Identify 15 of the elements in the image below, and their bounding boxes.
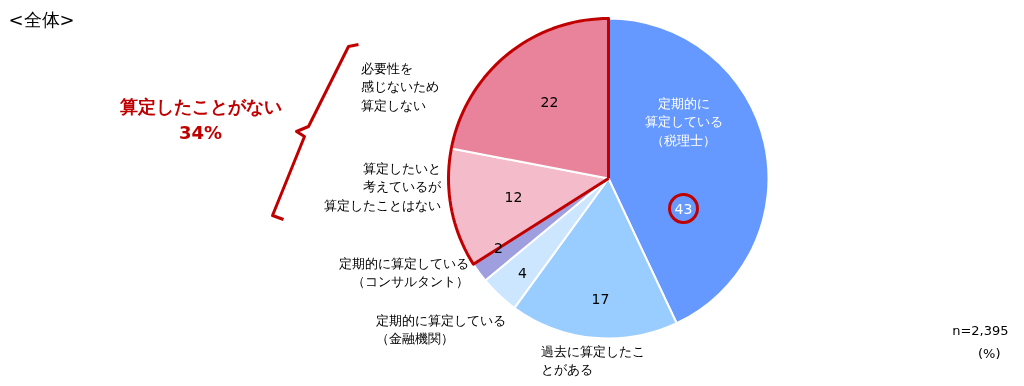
text: (%) — [978, 345, 1001, 361]
text: <全体> — [8, 8, 75, 30]
data-label: 12 — [504, 188, 523, 205]
data-label: 43 — [674, 200, 693, 217]
data-label: 17 — [591, 290, 610, 307]
slice-label: 過去に算定したことがある — [540, 343, 645, 378]
data-label: 4 — [518, 264, 528, 281]
slice-label: 必要性を感じないため算定しない — [360, 60, 439, 113]
slice-label: 定期的に算定している（金融機関） — [375, 312, 506, 347]
data-label: 22 — [540, 93, 559, 110]
slice-label: 算定したいと考えているが算定したことはない — [323, 160, 442, 213]
text: 算定したことがない 34% — [118, 95, 282, 143]
slice-label: 定期的に算定している（コンサルタント） — [338, 255, 469, 290]
slice-label: 定期的に算定している（税理士） — [644, 95, 723, 148]
text: n=2,395 — [952, 322, 1009, 338]
